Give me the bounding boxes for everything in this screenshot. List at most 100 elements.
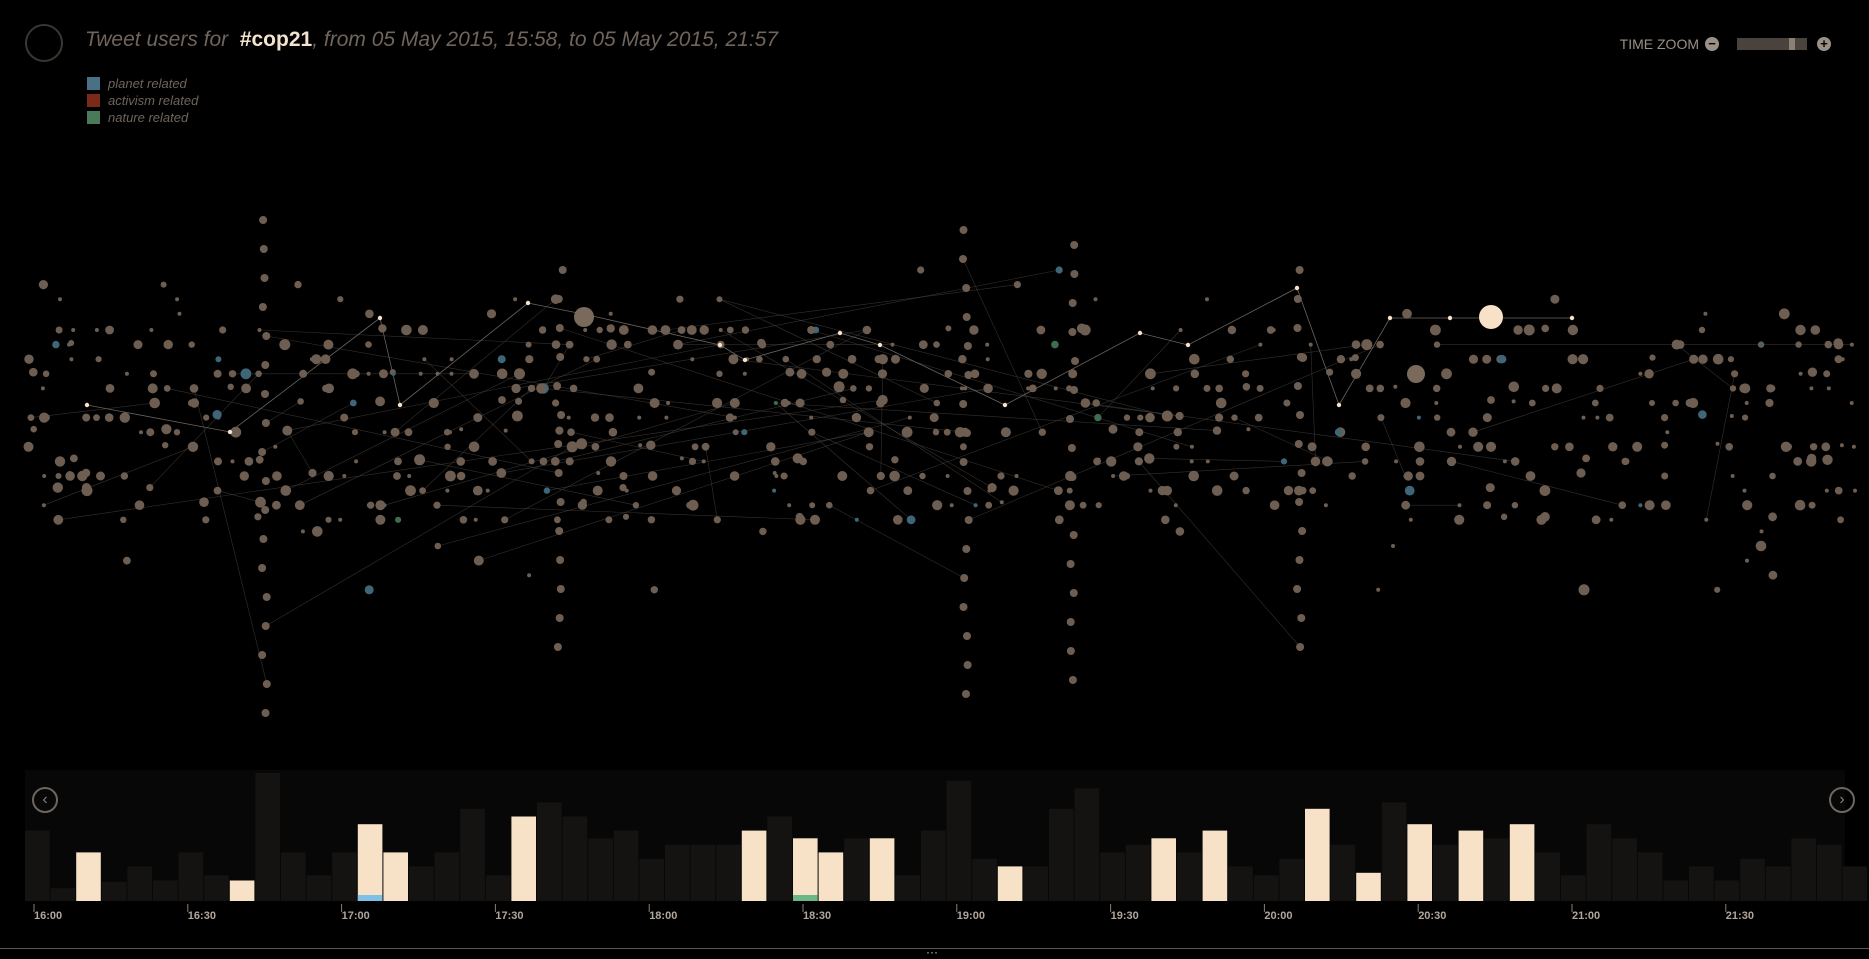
user-node[interactable] — [550, 457, 560, 466]
user-node[interactable] — [29, 367, 38, 377]
user-node[interactable] — [1430, 324, 1441, 336]
user-node[interactable] — [606, 339, 617, 350]
chevron-right-icon[interactable]: › — [1829, 787, 1855, 813]
user-node[interactable] — [963, 386, 968, 391]
user-node[interactable] — [1661, 500, 1671, 511]
histogram-bar[interactable] — [895, 875, 920, 901]
user-node[interactable] — [1810, 325, 1821, 335]
user-node[interactable] — [556, 498, 565, 506]
user-node[interactable] — [258, 651, 267, 659]
user-node[interactable] — [891, 354, 900, 364]
user-node[interactable] — [608, 427, 618, 437]
user-node[interactable] — [1173, 443, 1180, 450]
user-node[interactable] — [456, 471, 466, 481]
user-node[interactable] — [120, 516, 127, 523]
user-node[interactable] — [1226, 355, 1235, 363]
user-node[interactable] — [726, 326, 734, 334]
histogram-bar[interactable] — [1228, 866, 1253, 901]
user-node[interactable] — [822, 367, 832, 377]
user-node[interactable] — [255, 370, 262, 378]
user-node[interactable] — [1833, 339, 1844, 350]
user-node[interactable] — [756, 355, 763, 363]
user-node[interactable] — [1434, 414, 1441, 421]
user-node[interactable] — [962, 545, 971, 553]
histogram-bar[interactable] — [1842, 866, 1868, 901]
histogram-bar[interactable] — [127, 866, 152, 901]
user-node[interactable] — [1539, 485, 1551, 496]
user-node[interactable] — [605, 516, 613, 524]
user-node[interactable] — [960, 574, 969, 582]
user-node[interactable] — [96, 471, 105, 481]
user-node[interactable] — [809, 502, 816, 509]
user-node[interactable] — [1851, 444, 1856, 449]
user-node[interactable] — [105, 325, 114, 335]
user-node[interactable] — [1794, 499, 1806, 511]
user-node[interactable] — [435, 371, 440, 376]
time-zoom-slider[interactable] — [1737, 38, 1807, 50]
user-node[interactable] — [729, 471, 740, 481]
histogram-bar-selected[interactable] — [76, 852, 101, 901]
highlighted-user-node[interactable] — [717, 342, 723, 348]
histogram-bar[interactable] — [1279, 858, 1304, 901]
user-node[interactable] — [1849, 401, 1854, 405]
user-node[interactable] — [428, 397, 439, 409]
user-node[interactable] — [959, 400, 968, 408]
user-node[interactable] — [375, 396, 385, 407]
user-node[interactable] — [1323, 503, 1328, 508]
user-node[interactable] — [261, 361, 270, 369]
user-node[interactable] — [1175, 527, 1185, 536]
user-node[interactable] — [189, 398, 200, 408]
histogram-bar[interactable] — [1023, 866, 1048, 901]
user-node[interactable] — [133, 340, 143, 350]
user-node[interactable] — [1296, 353, 1305, 361]
highlighted-user-node[interactable] — [1387, 315, 1393, 321]
user-node[interactable] — [1231, 414, 1238, 421]
user-node[interactable] — [311, 354, 322, 365]
histogram-bar[interactable] — [537, 802, 562, 901]
user-node[interactable] — [712, 397, 723, 409]
user-node[interactable] — [637, 415, 642, 420]
user-node[interactable] — [1069, 531, 1078, 539]
user-node[interactable] — [1703, 311, 1708, 316]
user-node[interactable] — [93, 414, 100, 421]
user-node[interactable] — [945, 325, 952, 332]
user-node[interactable] — [123, 556, 131, 565]
user-node[interactable] — [632, 502, 640, 509]
user-node[interactable] — [1391, 544, 1395, 548]
histogram-bar[interactable] — [101, 881, 127, 901]
user-node[interactable] — [340, 413, 349, 422]
user-node[interactable] — [691, 443, 699, 451]
user-node[interactable] — [649, 398, 660, 408]
user-node[interactable] — [1070, 241, 1079, 249]
user-node[interactable] — [622, 513, 630, 520]
user-node[interactable] — [780, 398, 790, 408]
user-node[interactable] — [538, 326, 547, 334]
user-node[interactable] — [1134, 457, 1143, 466]
user-node[interactable] — [1632, 441, 1643, 452]
user-node[interactable] — [1188, 470, 1199, 482]
user-node[interactable] — [1071, 357, 1079, 365]
user-node[interactable] — [1809, 386, 1814, 391]
user-node[interactable] — [55, 326, 63, 334]
histogram-bar[interactable] — [1535, 852, 1560, 901]
user-node[interactable] — [557, 411, 566, 419]
user-node[interactable] — [119, 412, 130, 423]
user-node[interactable] — [308, 468, 317, 478]
user-node[interactable] — [456, 457, 466, 466]
user-node[interactable] — [1454, 514, 1465, 525]
user-node[interactable] — [1066, 647, 1075, 655]
user-node[interactable] — [1293, 324, 1302, 332]
user-node[interactable] — [1326, 368, 1334, 376]
histogram-bar[interactable] — [767, 816, 792, 902]
user-node[interactable] — [244, 457, 254, 466]
user-node[interactable] — [786, 401, 791, 405]
user-node[interactable] — [963, 661, 972, 669]
user-node[interactable] — [240, 368, 252, 380]
user-node[interactable] — [325, 516, 332, 523]
user-node[interactable] — [95, 356, 102, 363]
user-node[interactable] — [1205, 459, 1210, 464]
user-node[interactable] — [473, 413, 483, 423]
user-node[interactable] — [1203, 384, 1211, 392]
user-node[interactable] — [810, 514, 820, 525]
user-node[interactable] — [999, 500, 1004, 505]
